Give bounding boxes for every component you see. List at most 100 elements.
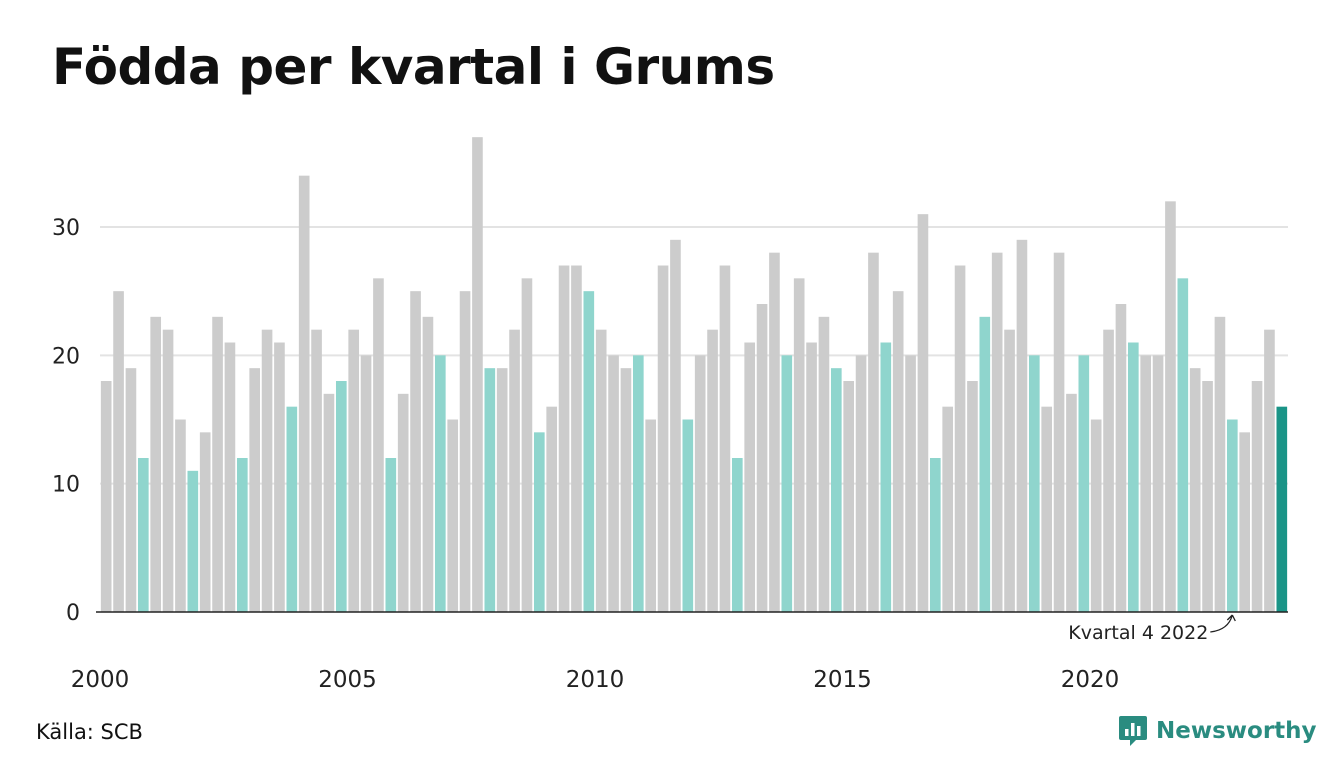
bar — [583, 291, 595, 612]
bar — [843, 381, 855, 612]
bar — [756, 304, 768, 612]
bar — [979, 316, 991, 612]
bar — [1276, 406, 1288, 612]
bar — [1041, 406, 1053, 612]
bar — [1078, 355, 1090, 612]
bar — [1165, 201, 1176, 612]
bars — [100, 137, 1288, 613]
bar — [484, 368, 496, 612]
bar — [298, 175, 310, 613]
bar — [286, 406, 298, 612]
bar — [397, 393, 409, 612]
brand-logo: Newsworthy — [1118, 714, 1317, 748]
bar — [781, 355, 793, 612]
bar — [1090, 419, 1102, 612]
bar — [719, 265, 731, 612]
bar — [608, 355, 619, 612]
bar — [868, 252, 879, 613]
y-tick-label: 30 — [52, 216, 80, 241]
bar — [744, 342, 756, 612]
bar — [311, 329, 322, 612]
bar — [509, 329, 520, 612]
x-axis-ticks: 2000 2005 2010 2015 2020 — [71, 667, 1120, 693]
bar — [1028, 355, 1040, 612]
x-tick-label: 2010 — [566, 667, 625, 693]
bar — [150, 316, 162, 612]
bar — [187, 470, 199, 612]
bar — [892, 291, 904, 612]
y-tick-label: 10 — [52, 473, 80, 498]
bar — [249, 368, 261, 612]
bar — [905, 355, 916, 612]
bar — [472, 137, 483, 613]
bar — [1189, 368, 1201, 612]
bar — [670, 239, 681, 612]
bar — [1152, 355, 1164, 612]
bar — [1016, 239, 1028, 612]
bar — [929, 458, 941, 612]
bar — [422, 316, 434, 612]
bar — [360, 355, 372, 612]
bar — [410, 291, 421, 612]
bar — [806, 342, 817, 612]
bar — [1140, 355, 1152, 612]
annotation: Kvartal 4 2022 — [1068, 614, 1236, 644]
annotation-arrow — [1210, 614, 1236, 633]
bar — [224, 342, 236, 612]
bar — [855, 355, 867, 612]
brand-name: Newsworthy — [1156, 718, 1317, 744]
bar — [1214, 316, 1226, 612]
bar — [954, 265, 966, 612]
bar — [558, 265, 570, 612]
bar — [459, 291, 471, 612]
bar — [100, 381, 112, 612]
bar — [496, 368, 508, 612]
bar — [1177, 278, 1189, 612]
bar — [546, 406, 558, 612]
bar — [261, 329, 273, 612]
chart-title: Födda per kvartal i Grums — [52, 38, 775, 96]
gridlines — [100, 226, 1288, 485]
bar — [323, 393, 335, 612]
bar — [385, 458, 397, 612]
source-label: Källa: SCB — [36, 720, 143, 744]
bar — [533, 432, 545, 612]
bar — [274, 342, 285, 612]
bar — [236, 458, 248, 612]
bar — [1004, 329, 1015, 612]
x-tick-label: 2000 — [71, 667, 130, 693]
bar — [571, 265, 582, 612]
y-tick-label: 20 — [52, 344, 80, 369]
bar — [830, 368, 842, 612]
bar — [657, 265, 669, 612]
bar — [373, 278, 384, 612]
bar — [1066, 393, 1077, 612]
bar — [521, 278, 533, 612]
bar — [707, 329, 718, 612]
bar — [162, 329, 174, 612]
y-axis-ticks: 0 10 20 30 — [52, 216, 80, 626]
bar — [694, 355, 706, 612]
newsworthy-logo-icon — [1119, 716, 1147, 746]
bar — [434, 355, 446, 612]
bar — [769, 252, 780, 613]
bar — [113, 291, 124, 612]
bar — [212, 316, 223, 612]
bar — [595, 329, 607, 612]
bar — [199, 432, 211, 612]
bar — [991, 252, 1003, 613]
bar — [682, 419, 694, 612]
bar — [1127, 342, 1139, 612]
bar — [1115, 304, 1127, 612]
bar — [1264, 329, 1275, 612]
bar — [1239, 432, 1251, 612]
bar — [1053, 252, 1065, 613]
bar — [632, 355, 644, 612]
y-tick-label: 0 — [66, 601, 80, 626]
bar — [335, 381, 347, 612]
x-tick-label: 2015 — [813, 667, 872, 693]
x-tick-label: 2005 — [318, 667, 377, 693]
bar — [125, 368, 137, 612]
bar — [942, 406, 954, 612]
